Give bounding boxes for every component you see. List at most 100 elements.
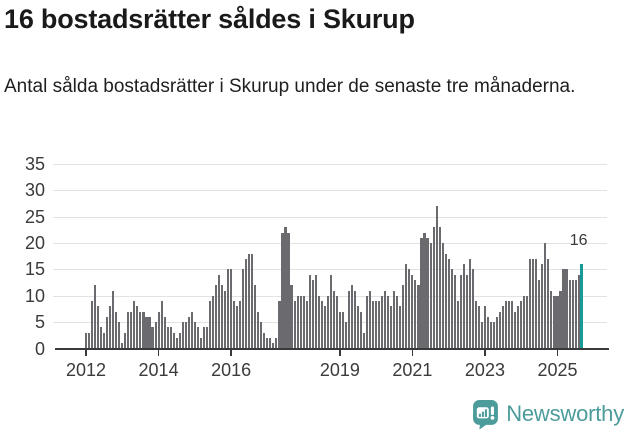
bar bbox=[184, 322, 187, 349]
bar bbox=[402, 285, 405, 349]
bar bbox=[266, 337, 269, 349]
bar bbox=[230, 269, 233, 349]
bar bbox=[553, 295, 556, 349]
newsworthy-icon bbox=[473, 399, 499, 429]
bar bbox=[175, 337, 178, 349]
bar bbox=[284, 227, 287, 349]
x-axis-label: 2019 bbox=[319, 359, 360, 380]
bar bbox=[438, 227, 441, 349]
bar bbox=[118, 322, 121, 349]
gridline bbox=[53, 190, 607, 192]
bar bbox=[550, 290, 553, 349]
bar bbox=[193, 322, 196, 349]
bar bbox=[396, 295, 399, 349]
x-axis-tick bbox=[339, 349, 341, 356]
bar bbox=[483, 306, 486, 349]
bar bbox=[239, 301, 242, 349]
x-axis-tick bbox=[411, 349, 414, 356]
bar bbox=[344, 322, 347, 349]
bar bbox=[314, 274, 317, 349]
bar bbox=[532, 258, 535, 349]
bar bbox=[190, 311, 193, 349]
bar bbox=[565, 269, 568, 349]
bar bbox=[311, 279, 314, 349]
y-axis-label: 35 bbox=[24, 154, 45, 175]
bar bbox=[227, 269, 230, 349]
bar bbox=[511, 301, 514, 349]
bar bbox=[559, 290, 562, 349]
newsworthy-logo[interactable]: Newsworthy bbox=[473, 398, 624, 430]
bar bbox=[115, 311, 118, 349]
bar bbox=[224, 290, 227, 349]
bar bbox=[142, 311, 145, 349]
bar bbox=[360, 311, 363, 349]
x-axis-tick bbox=[556, 349, 559, 356]
bar bbox=[91, 301, 94, 349]
bar bbox=[353, 290, 357, 349]
bar bbox=[160, 301, 163, 349]
bar bbox=[329, 274, 332, 349]
gridline bbox=[53, 164, 607, 166]
bar bbox=[251, 253, 254, 349]
bar bbox=[236, 306, 239, 349]
x-axis-label: 2021 bbox=[392, 359, 433, 380]
bar bbox=[278, 301, 281, 349]
bar bbox=[375, 301, 378, 349]
x-axis-tick bbox=[484, 349, 486, 356]
bar bbox=[196, 327, 199, 349]
bar bbox=[499, 311, 502, 349]
bar bbox=[151, 327, 154, 349]
bar bbox=[529, 258, 532, 349]
gridline bbox=[53, 216, 607, 218]
bar bbox=[257, 311, 260, 349]
bar bbox=[139, 311, 142, 349]
bar bbox=[366, 295, 369, 349]
bar bbox=[432, 227, 435, 349]
bar bbox=[121, 343, 124, 349]
bar bbox=[281, 232, 284, 349]
bar bbox=[465, 274, 468, 349]
y-axis-label: 20 bbox=[24, 233, 45, 254]
bar bbox=[571, 279, 574, 349]
bar bbox=[112, 290, 115, 349]
x-axis-label: 2016 bbox=[211, 359, 252, 380]
bar bbox=[486, 316, 490, 349]
bar bbox=[205, 327, 208, 349]
bar bbox=[88, 332, 91, 349]
bar bbox=[254, 285, 257, 349]
bar bbox=[356, 306, 360, 349]
bar bbox=[323, 306, 326, 349]
bar bbox=[248, 253, 251, 349]
bar bbox=[538, 279, 541, 349]
bar bbox=[100, 327, 103, 349]
bar bbox=[320, 301, 323, 349]
x-axis-label: 2014 bbox=[138, 359, 179, 380]
bar bbox=[420, 237, 423, 349]
bar bbox=[157, 311, 160, 349]
bar bbox=[414, 279, 417, 349]
bar bbox=[502, 306, 505, 349]
bar bbox=[350, 285, 354, 349]
bar bbox=[459, 274, 462, 349]
bar bbox=[317, 295, 320, 349]
bar bbox=[103, 332, 106, 349]
bar bbox=[505, 301, 508, 349]
bar bbox=[275, 337, 278, 349]
bar bbox=[305, 301, 308, 349]
bar bbox=[444, 253, 447, 349]
bar bbox=[106, 316, 109, 349]
x-axis-label: 2023 bbox=[464, 359, 505, 380]
bar bbox=[133, 301, 136, 349]
bar bbox=[399, 306, 402, 349]
bar bbox=[85, 332, 88, 349]
bar bbox=[363, 332, 366, 349]
bar bbox=[145, 316, 148, 349]
bar bbox=[577, 274, 580, 349]
y-axis-label: 25 bbox=[24, 206, 45, 227]
y-axis-label: 30 bbox=[24, 180, 45, 201]
bar bbox=[109, 306, 112, 349]
bar bbox=[136, 306, 139, 349]
bar bbox=[471, 269, 474, 349]
bar bbox=[390, 306, 393, 349]
